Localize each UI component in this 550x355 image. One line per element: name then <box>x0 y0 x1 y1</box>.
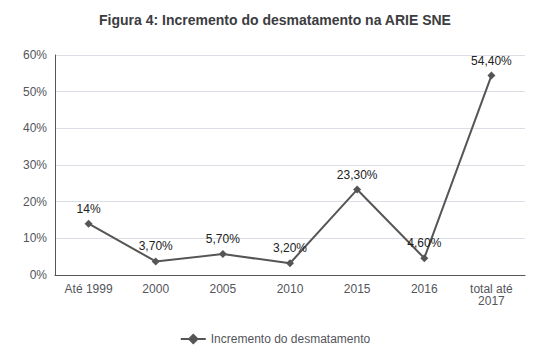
svg-text:2016: 2016 <box>411 282 438 296</box>
svg-text:Figura 4: Incremento do desmat: Figura 4: Incremento do desmatamento na … <box>99 12 451 28</box>
svg-text:2010: 2010 <box>277 282 304 296</box>
svg-text:2000: 2000 <box>142 282 169 296</box>
svg-text:total até: total até <box>470 282 513 296</box>
svg-text:2015: 2015 <box>344 282 371 296</box>
svg-text:2005: 2005 <box>210 282 237 296</box>
svg-text:3,20%: 3,20% <box>273 241 307 255</box>
svg-text:4,60%: 4,60% <box>407 236 441 250</box>
svg-text:20%: 20% <box>23 195 47 209</box>
svg-text:54,40%: 54,40% <box>471 54 512 68</box>
svg-text:3,70%: 3,70% <box>139 239 173 253</box>
svg-text:60%: 60% <box>23 48 47 62</box>
svg-text:23,30%: 23,30% <box>337 168 378 182</box>
svg-text:10%: 10% <box>23 231 47 245</box>
svg-text:Incremento do desmatamento: Incremento do desmatamento <box>211 332 371 346</box>
svg-text:14%: 14% <box>77 202 101 216</box>
svg-text:30%: 30% <box>23 158 47 172</box>
svg-text:5,70%: 5,70% <box>206 232 240 246</box>
svg-text:40%: 40% <box>23 121 47 135</box>
svg-text:2017: 2017 <box>478 294 505 308</box>
svg-text:50%: 50% <box>23 85 47 99</box>
svg-text:Até 1999: Até 1999 <box>65 282 113 296</box>
svg-text:0%: 0% <box>30 268 48 282</box>
